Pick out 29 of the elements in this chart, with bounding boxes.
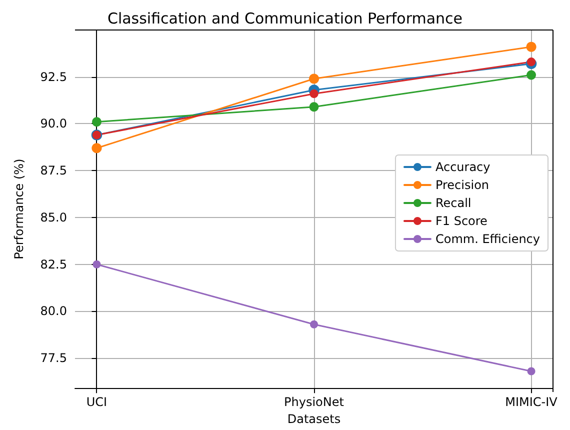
legend-label: Precision xyxy=(435,178,490,192)
chart-title: Classification and Communication Performance xyxy=(107,10,463,28)
x-tick-label: UCI xyxy=(86,395,108,410)
x-tick-label: PhysioNet xyxy=(284,395,344,410)
point xyxy=(92,260,101,268)
point xyxy=(527,367,536,376)
point xyxy=(526,42,536,52)
y-tick-label: 82.5 xyxy=(40,257,67,272)
y-tick-label: 80.0 xyxy=(40,304,67,318)
point xyxy=(526,58,536,66)
y-tick-label: 87.5 xyxy=(40,164,67,178)
point xyxy=(92,117,102,127)
point xyxy=(309,102,319,112)
legend-label: F1 Score xyxy=(435,214,488,228)
y-axis-title: Performance (%) xyxy=(12,158,26,260)
y-tick-label: 90.0 xyxy=(40,116,67,131)
y-tick-label: 77.5 xyxy=(40,351,67,366)
y-tick-label: 92.5 xyxy=(40,70,67,84)
y-tick-label: 85.0 xyxy=(40,210,67,224)
point xyxy=(310,89,318,98)
point xyxy=(526,70,536,80)
x-axis-title: Datasets xyxy=(287,412,341,426)
point xyxy=(308,74,320,84)
x-tick-label: MIMIC-IV xyxy=(505,395,558,410)
legend-label: Comm. Efficiency xyxy=(435,232,540,246)
legend-label: Accuracy xyxy=(435,160,490,174)
point xyxy=(310,320,318,328)
legend-label: Recall xyxy=(435,196,472,210)
point xyxy=(92,143,102,154)
